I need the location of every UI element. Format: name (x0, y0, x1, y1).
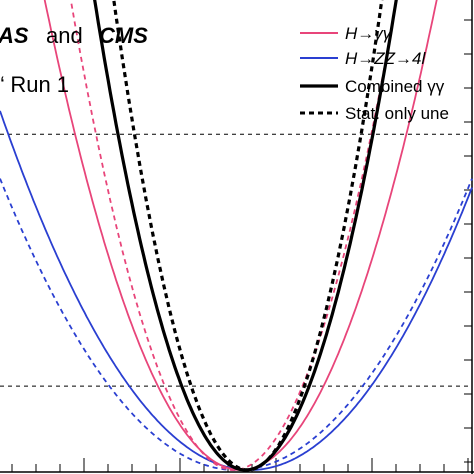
legend: H→γγ H→ZZ→4l Combined γγ Stat. only une (300, 24, 449, 123)
curve-hgg (43, 0, 438, 471)
curve-comb-stat (112, 0, 384, 472)
subtitle-text: Run 1 (10, 72, 69, 97)
title-experiment-b: CMS (99, 23, 148, 48)
reference-lines (0, 133, 472, 387)
legend-label-stat-only: Stat. only une (345, 104, 449, 123)
curve-hzz (0, 110, 473, 471)
legend-label-hzz: H→ZZ→4l (345, 49, 427, 68)
legend-label-hgg: H→γγ (345, 24, 393, 43)
title-and: and (46, 23, 83, 48)
title-experiment-a: AS (0, 23, 29, 48)
subtitle-run: “Run 1 (0, 72, 69, 97)
subtitle-tick: “ (0, 72, 4, 97)
legend-label-combined: Combined γγ (345, 77, 445, 96)
curve-hzz-stat (0, 178, 473, 471)
